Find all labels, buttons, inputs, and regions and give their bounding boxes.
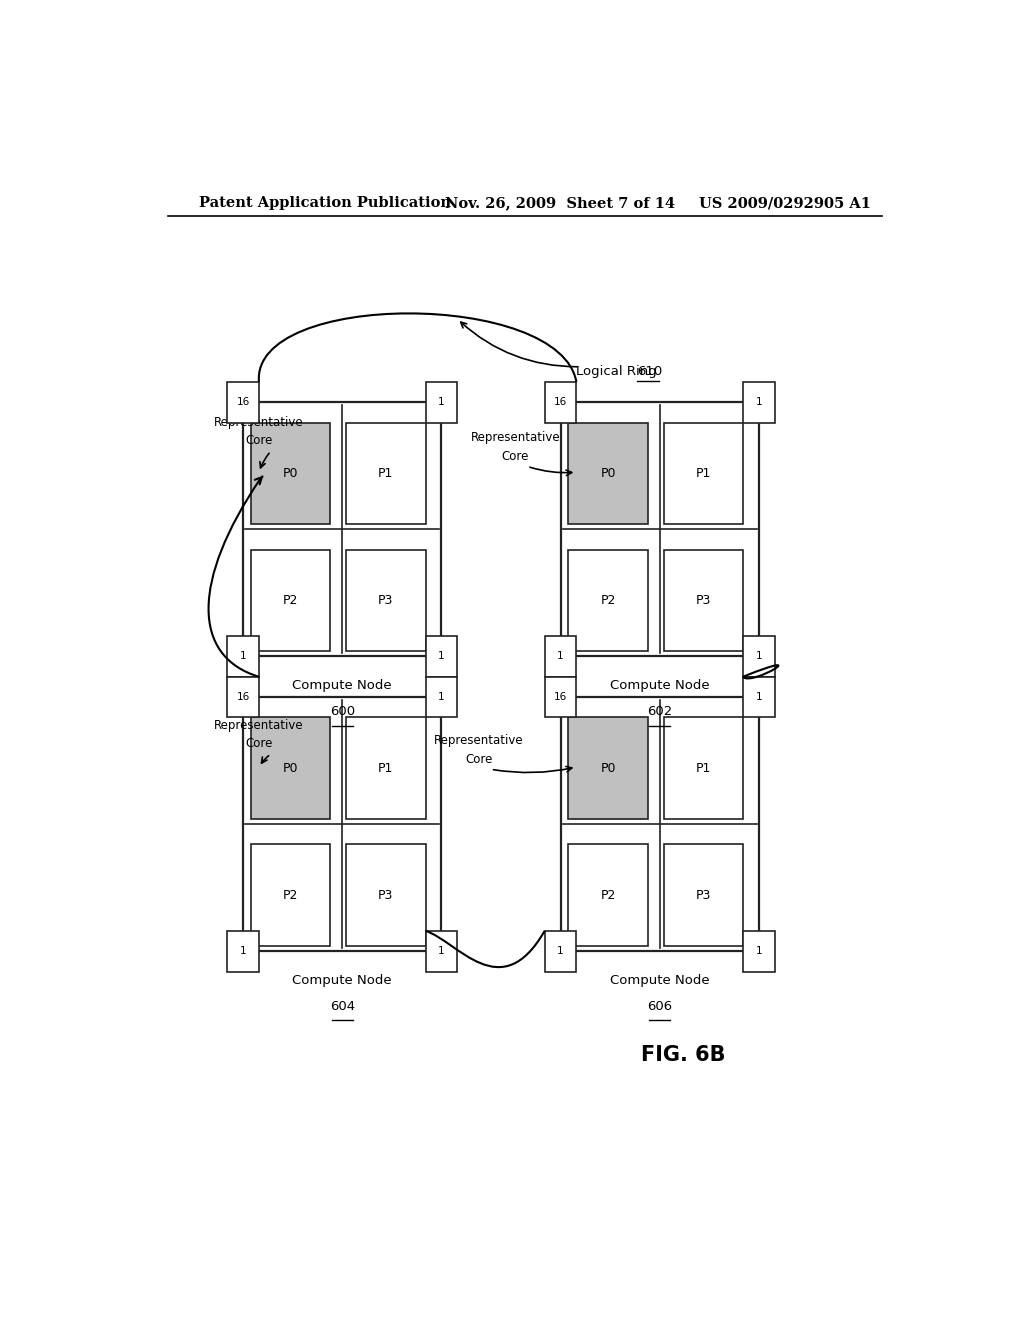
Text: P3: P3 — [378, 888, 393, 902]
Bar — [251, 718, 331, 818]
Text: Compute Node: Compute Node — [293, 678, 392, 692]
Bar — [568, 549, 648, 651]
Text: 1: 1 — [756, 397, 762, 408]
Text: P0: P0 — [600, 762, 615, 775]
Bar — [568, 718, 648, 818]
Text: P2: P2 — [600, 888, 615, 902]
Text: 606: 606 — [647, 1001, 673, 1012]
Bar — [545, 931, 577, 972]
Text: US 2009/0292905 A1: US 2009/0292905 A1 — [699, 197, 871, 210]
Text: 604: 604 — [330, 1001, 355, 1012]
Bar — [243, 403, 441, 656]
Text: 600: 600 — [330, 705, 355, 718]
Text: FIG. 6B: FIG. 6B — [641, 1045, 726, 1065]
Bar — [426, 677, 458, 718]
Bar — [743, 636, 775, 677]
Text: P0: P0 — [600, 467, 615, 480]
Text: P3: P3 — [695, 594, 711, 607]
Text: P3: P3 — [378, 594, 393, 607]
Bar — [243, 697, 441, 952]
Text: Core: Core — [246, 434, 272, 447]
Bar — [664, 549, 743, 651]
Text: P2: P2 — [283, 594, 298, 607]
Text: P0: P0 — [283, 467, 298, 480]
Bar — [743, 677, 775, 718]
Bar — [568, 845, 648, 946]
Bar — [664, 422, 743, 524]
Bar — [664, 718, 743, 818]
Text: Core: Core — [502, 450, 529, 463]
Text: 16: 16 — [554, 692, 567, 702]
Bar — [743, 381, 775, 422]
Text: Representative: Representative — [470, 432, 560, 445]
Text: P1: P1 — [695, 762, 711, 775]
Text: 1: 1 — [240, 652, 247, 661]
Text: P1: P1 — [378, 762, 393, 775]
Text: 1: 1 — [240, 946, 247, 956]
Text: 1: 1 — [438, 692, 444, 702]
Text: 1: 1 — [756, 692, 762, 702]
Text: 1: 1 — [438, 397, 444, 408]
Text: Compute Node: Compute Node — [293, 974, 392, 986]
Bar — [664, 845, 743, 946]
Bar — [743, 931, 775, 972]
Bar — [346, 422, 426, 524]
Bar — [227, 931, 259, 972]
Bar — [426, 381, 458, 422]
Bar — [560, 403, 759, 656]
Text: Representative: Representative — [214, 416, 304, 429]
Text: Core: Core — [465, 752, 493, 766]
Text: P2: P2 — [600, 594, 615, 607]
Bar — [227, 677, 259, 718]
Text: 1: 1 — [438, 946, 444, 956]
Text: Logical Ring: Logical Ring — [577, 366, 662, 379]
Text: Nov. 26, 2009  Sheet 7 of 14: Nov. 26, 2009 Sheet 7 of 14 — [445, 197, 676, 210]
Text: P0: P0 — [283, 762, 298, 775]
Text: Compute Node: Compute Node — [610, 974, 710, 986]
Bar — [227, 636, 259, 677]
Bar — [568, 422, 648, 524]
Text: P1: P1 — [378, 467, 393, 480]
Text: 16: 16 — [554, 397, 567, 408]
Bar — [346, 845, 426, 946]
Text: 1: 1 — [438, 652, 444, 661]
Bar — [545, 677, 577, 718]
Bar — [251, 549, 331, 651]
Text: 16: 16 — [237, 692, 250, 702]
Text: 602: 602 — [647, 705, 673, 718]
Text: 16: 16 — [237, 397, 250, 408]
Text: Compute Node: Compute Node — [610, 678, 710, 692]
Bar — [251, 845, 331, 946]
Bar — [251, 422, 331, 524]
Bar — [426, 931, 458, 972]
Bar — [560, 697, 759, 952]
Text: Representative: Representative — [214, 719, 304, 733]
Text: Representative: Representative — [434, 734, 523, 747]
Text: 1: 1 — [756, 652, 762, 661]
Bar — [426, 636, 458, 677]
Text: 1: 1 — [557, 946, 564, 956]
Bar — [346, 549, 426, 651]
Bar — [545, 636, 577, 677]
Text: P3: P3 — [695, 888, 711, 902]
Bar — [227, 381, 259, 422]
Text: Patent Application Publication: Patent Application Publication — [200, 197, 452, 210]
Text: 610: 610 — [638, 366, 663, 379]
Bar — [346, 718, 426, 818]
Bar — [545, 381, 577, 422]
Text: P1: P1 — [695, 467, 711, 480]
Text: Core: Core — [246, 738, 272, 750]
Text: P2: P2 — [283, 888, 298, 902]
Text: 1: 1 — [557, 652, 564, 661]
Text: 1: 1 — [756, 946, 762, 956]
